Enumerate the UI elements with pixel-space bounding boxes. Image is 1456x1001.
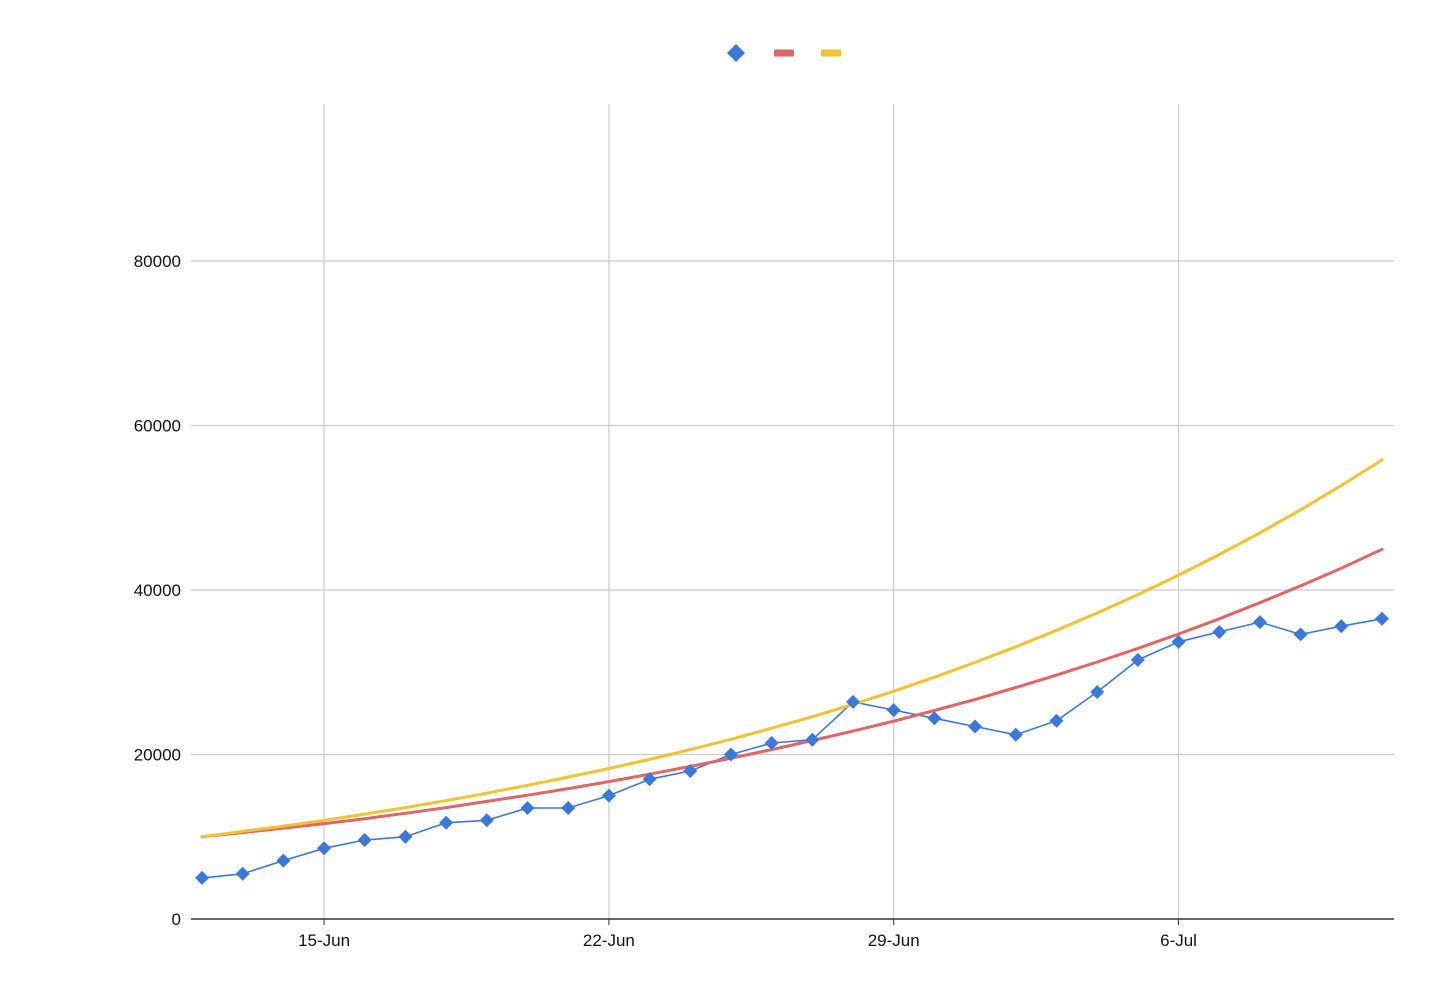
data-point-diamond bbox=[439, 815, 454, 830]
data-point-diamond bbox=[1008, 727, 1023, 742]
y-tick-label: 40000 bbox=[134, 581, 181, 600]
data-point-diamond bbox=[601, 788, 616, 803]
series-line-red-trend bbox=[200, 547, 1384, 839]
data-point-diamond bbox=[1375, 611, 1389, 626]
data-point-diamond bbox=[235, 866, 250, 881]
legend-marker-data bbox=[727, 44, 745, 62]
data-point-diamond bbox=[764, 735, 779, 750]
data-point-diamond bbox=[561, 800, 576, 815]
x-tick-label: 6-Jul bbox=[1160, 931, 1197, 950]
data-point-diamond bbox=[846, 694, 861, 709]
data-point-diamond bbox=[276, 853, 291, 868]
data-point-diamond bbox=[195, 870, 209, 885]
legend-marker-yellow bbox=[821, 49, 841, 57]
y-tick-label: 80000 bbox=[134, 252, 181, 271]
x-tick-label: 15-Jun bbox=[298, 931, 350, 950]
data-point-diamond bbox=[968, 719, 983, 734]
data-point-diamond bbox=[1090, 684, 1105, 699]
data-point-diamond bbox=[805, 732, 820, 747]
data-point-diamond bbox=[927, 711, 942, 726]
x-tick-label: 29-Jun bbox=[868, 931, 920, 950]
data-point-diamond bbox=[1049, 713, 1064, 728]
series-line-data bbox=[201, 618, 1383, 879]
x-tick-label: 22-Jun bbox=[583, 931, 635, 950]
data-point-diamond bbox=[357, 833, 372, 848]
data-point-diamond bbox=[1212, 624, 1227, 639]
y-tick-label: 20000 bbox=[134, 746, 181, 765]
data-point-diamond bbox=[1293, 627, 1308, 642]
y-tick-label: 0 bbox=[172, 910, 181, 929]
data-point-diamond bbox=[398, 829, 413, 844]
data-point-diamond bbox=[886, 703, 901, 718]
data-point-diamond bbox=[1171, 634, 1186, 649]
legend-marker-red bbox=[774, 49, 794, 57]
data-point-diamond bbox=[1130, 652, 1145, 667]
data-point-diamond bbox=[642, 772, 657, 787]
y-tick-label: 60000 bbox=[134, 417, 181, 436]
data-point-diamond bbox=[520, 800, 535, 815]
data-point-diamond bbox=[479, 813, 494, 828]
data-point-diamond bbox=[1252, 615, 1267, 630]
data-point-diamond bbox=[723, 747, 738, 762]
data-point-diamond bbox=[1334, 619, 1349, 634]
data-point-diamond bbox=[683, 763, 698, 778]
series-line-yellow-trend bbox=[200, 458, 1384, 839]
data-point-diamond bbox=[317, 841, 332, 856]
